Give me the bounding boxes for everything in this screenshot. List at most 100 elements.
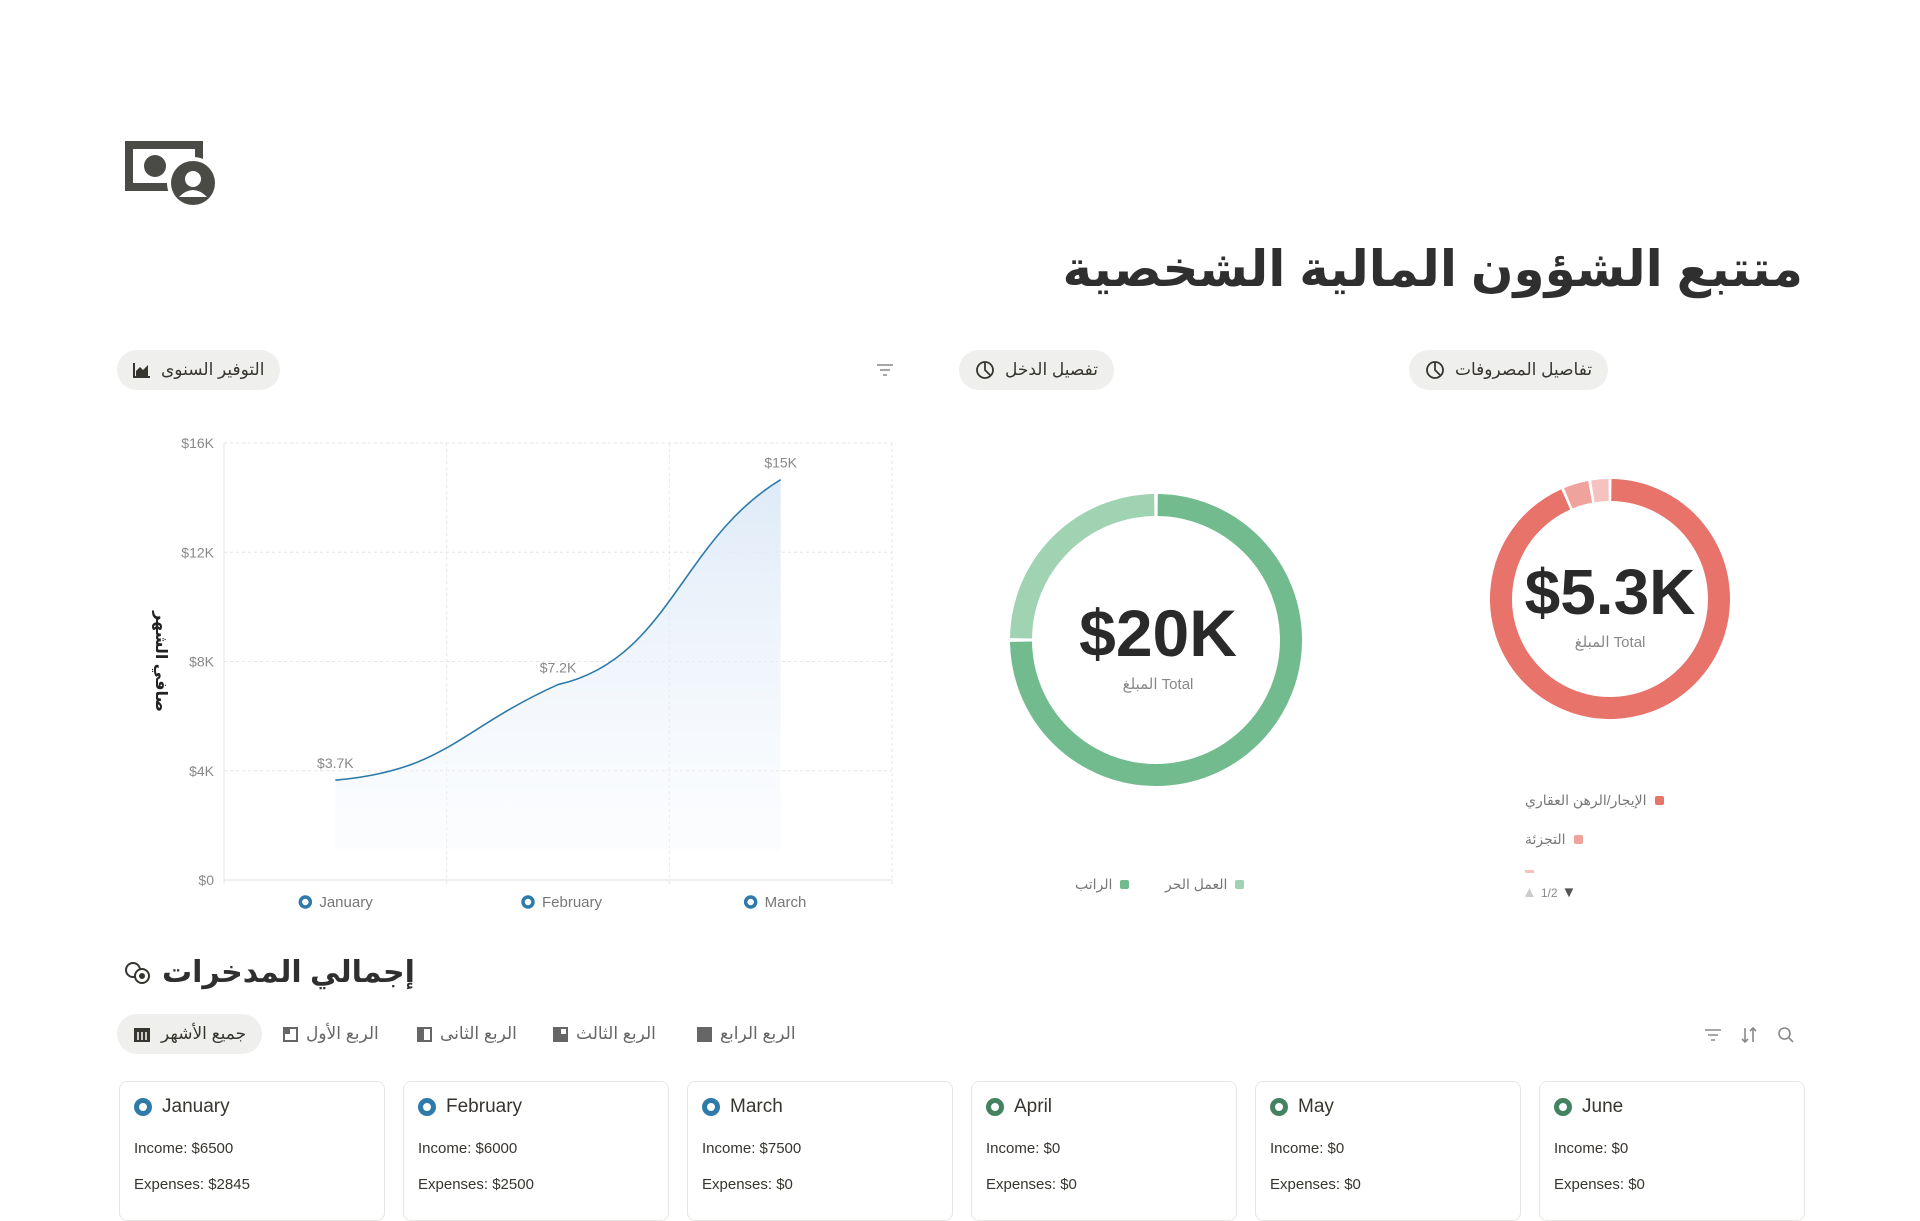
tab-q2[interactable]: الربع الثانى (417, 1014, 517, 1054)
card-income: Income: $0 (1270, 1140, 1344, 1157)
pie-chart-icon (975, 360, 995, 380)
status-ring-icon (986, 1098, 1004, 1116)
month-card[interactable]: March Income: $7500 Expenses: $0 (687, 1081, 953, 1221)
annual-savings-button[interactable]: التوفير السنوى (117, 350, 280, 390)
month-name: March (730, 1096, 783, 1118)
y-tick-label: $12K (181, 544, 214, 560)
x-legend-ring-icon (300, 897, 310, 907)
sort-icon[interactable] (1740, 1026, 1758, 1044)
x-tick-label: February (542, 894, 603, 911)
tab-q4[interactable]: الربع الرابع (697, 1014, 796, 1054)
month-name: January (162, 1096, 230, 1118)
money-bill-icon (123, 139, 223, 211)
card-income: Income: $0 (986, 1140, 1060, 1157)
full-square-icon (697, 1027, 712, 1042)
tab-all-months[interactable]: جميع الأشهر (117, 1014, 262, 1054)
month-card[interactable]: June Income: $0 Expenses: $0 (1539, 1081, 1805, 1221)
x-tick-label: January (319, 894, 373, 911)
income-breakdown-button[interactable]: تفصيل الدخل (959, 350, 1114, 390)
page-title: متتبع الشؤون المالية الشخصية (1063, 240, 1803, 298)
legend-label: التجزئة (1525, 831, 1566, 848)
card-expenses: Expenses: $0 (1270, 1176, 1361, 1193)
x-tick-label: March (765, 894, 807, 911)
income-total: $20K (1000, 595, 1316, 671)
section-heading: إجمالي المدخرات (162, 955, 415, 990)
card-title: May (1270, 1096, 1334, 1118)
card-expenses: Expenses: $0 (986, 1176, 1077, 1193)
status-ring-icon (1554, 1098, 1572, 1116)
card-title: February (418, 1096, 522, 1118)
legend-item-freelance[interactable]: العمل الحر (1165, 876, 1244, 893)
tab-q1[interactable]: الربع الأول (283, 1014, 379, 1054)
status-ring-icon (1270, 1098, 1288, 1116)
area-chart-icon (133, 362, 151, 378)
card-income: Income: $6000 (418, 1140, 517, 1157)
expense-breakdown-button[interactable]: تفاصيل المصروفات (1409, 350, 1608, 390)
pager-up-icon[interactable]: ▲ (1522, 884, 1537, 901)
legend-swatch (1655, 796, 1664, 805)
x-legend-ring-icon (746, 897, 756, 907)
card-expenses: Expenses: $0 (702, 1176, 793, 1193)
tab-label: الربع الرابع (720, 1024, 796, 1044)
tab-label: جميع الأشهر (161, 1024, 246, 1044)
legend-label: العمل الحر (1165, 876, 1227, 893)
three-quarter-icon (553, 1027, 568, 1042)
legend-item-salary[interactable]: الراتب (1075, 876, 1129, 893)
y-tick-label: $0 (198, 872, 214, 888)
legend-item-cropped (1525, 870, 1534, 873)
legend-swatch (1120, 880, 1129, 889)
quarter-icon (283, 1027, 298, 1042)
pager-down-icon[interactable]: ▼ (1562, 884, 1577, 901)
expense-breakdown-label: تفاصيل المصروفات (1455, 360, 1592, 380)
calendar-icon (133, 1026, 151, 1043)
coins-icon (124, 961, 152, 985)
card-title: April (986, 1096, 1052, 1118)
tab-label: الربع الأول (306, 1024, 379, 1044)
y-tick-label: $4K (189, 763, 215, 779)
income-total-caption: المبلغ Total (1000, 675, 1316, 693)
month-name: June (1582, 1096, 1623, 1118)
y-tick-label: $8K (189, 654, 215, 670)
status-ring-icon (418, 1098, 436, 1116)
half-icon (417, 1027, 432, 1042)
income-breakdown-label: تفصيل الدخل (1005, 360, 1098, 380)
month-card[interactable]: May Income: $0 Expenses: $0 (1255, 1081, 1521, 1221)
month-name: April (1014, 1096, 1052, 1118)
savings-chart: $0 $4K $8K $12K $16K $3.7K January $7.2K Februar… (130, 420, 910, 920)
tab-q3[interactable]: الربع الثالث (553, 1014, 656, 1054)
card-expenses: Expenses: $2845 (134, 1176, 250, 1193)
pie-chart-icon (1425, 360, 1445, 380)
card-expenses: Expenses: $0 (1554, 1176, 1645, 1193)
card-title: January (134, 1096, 230, 1118)
legend-pager: ▲ 1/2 ▼ (1522, 884, 1576, 901)
legend-swatch (1574, 835, 1583, 844)
tab-label: الربع الثانى (440, 1024, 517, 1044)
search-icon[interactable] (1777, 1026, 1795, 1044)
legend-item-rent[interactable]: الإيجار/الرهن العقاري (1525, 792, 1664, 809)
month-name: February (446, 1096, 522, 1118)
tab-label: الربع الثالث (576, 1024, 656, 1044)
expense-total-caption: المبلغ Total (1480, 633, 1740, 651)
pager-label: 1/2 (1541, 886, 1558, 900)
annual-savings-label: التوفير السنوى (161, 360, 264, 380)
month-card[interactable]: February Income: $6000 Expenses: $2500 (403, 1081, 669, 1221)
status-ring-icon (134, 1098, 152, 1116)
data-label: $7.2K (540, 660, 577, 676)
month-card[interactable]: January Income: $6500 Expenses: $2845 (119, 1081, 385, 1221)
card-income: Income: $0 (1554, 1140, 1628, 1157)
card-title: March (702, 1096, 783, 1118)
card-income: Income: $6500 (134, 1140, 233, 1157)
y-axis-label: صافي الشهر (151, 610, 169, 712)
y-tick-label: $16K (181, 435, 214, 451)
data-label: $15K (764, 455, 797, 471)
data-label: $3.7K (317, 755, 354, 771)
filter-icon[interactable] (876, 363, 894, 377)
filter-icon[interactable] (1704, 1028, 1722, 1042)
card-income: Income: $7500 (702, 1140, 801, 1157)
legend-label: الراتب (1075, 876, 1112, 893)
month-card[interactable]: April Income: $0 Expenses: $0 (971, 1081, 1237, 1221)
donut-slice[interactable] (1568, 492, 1590, 498)
legend-item-retail[interactable]: التجزئة (1525, 831, 1583, 848)
status-ring-icon (702, 1098, 720, 1116)
donut-slice[interactable] (1593, 490, 1609, 491)
